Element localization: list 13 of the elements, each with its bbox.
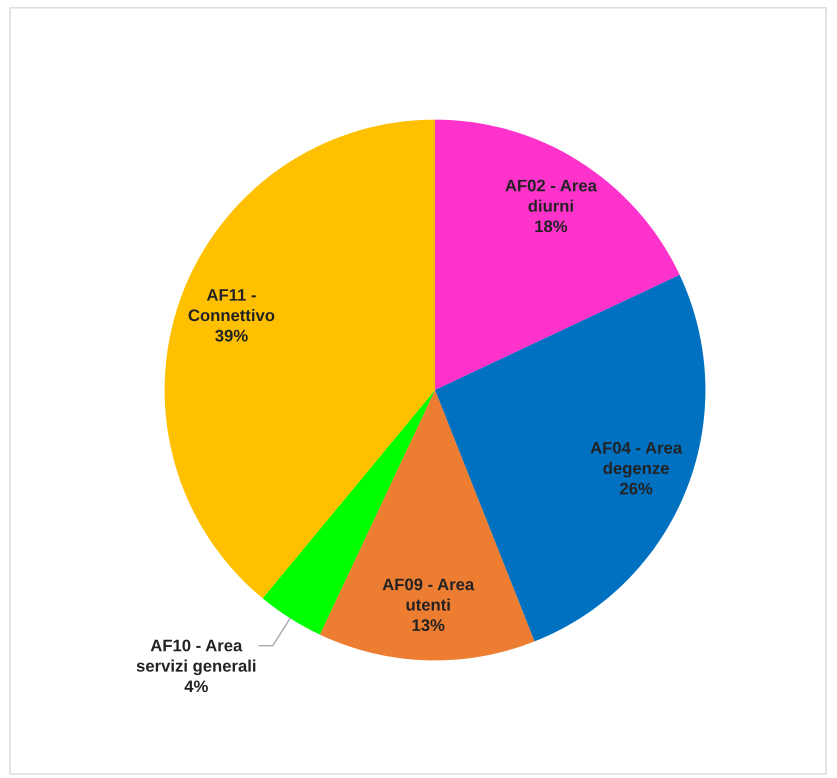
slice-label: AF09 - Area utenti [382, 578, 474, 611]
slice-label: AF04 - Area degenze [590, 442, 682, 478]
data-label: 18% [535, 220, 568, 232]
data-label: 39% [215, 330, 248, 342]
pie-slice [320, 390, 535, 660]
data-label: 4% [184, 680, 208, 692]
pie-slice [435, 120, 680, 390]
slice-label: AF11 - Connettivo [188, 289, 274, 322]
data-label: 26% [620, 482, 652, 495]
slice-label: AF10 - Area servizi generali [136, 640, 256, 676]
pie-slice [164, 120, 435, 598]
data-label: 13% [412, 619, 444, 632]
slice-label: AF02 - Area diurni [505, 180, 598, 212]
